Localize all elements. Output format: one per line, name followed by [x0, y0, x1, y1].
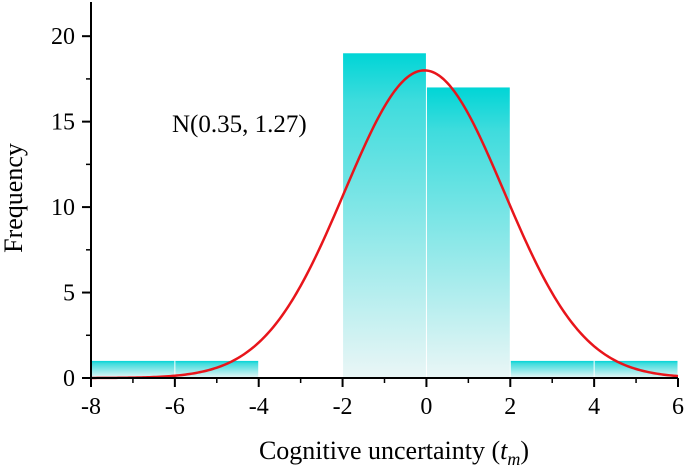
- y-tick-label: 10: [51, 195, 75, 221]
- x-tick-label: -6: [165, 394, 185, 420]
- x-tick-label: 4: [588, 394, 600, 420]
- y-tick-label: 15: [51, 110, 75, 136]
- histogram-bar-4: [426, 87, 510, 379]
- normal-fit-curve: [91, 69, 679, 380]
- histogram-bar-5: [510, 360, 594, 378]
- x-tick-label: 6: [672, 394, 684, 420]
- y-axis-title: Frequency: [0, 143, 28, 253]
- x-axis-title: Cognitive uncertainty (tm): [259, 436, 529, 467]
- x-tick-label: -8: [81, 394, 101, 420]
- bars-layer: [91, 53, 678, 379]
- axes-layer: [82, 2, 679, 387]
- y-tick-label: 5: [63, 281, 75, 307]
- fit-curve-label: N(0.35, 1.27): [172, 111, 307, 138]
- x-tick-label: -4: [249, 394, 269, 420]
- y-tick-label: 0: [63, 366, 75, 392]
- x-tick-label: 0: [420, 394, 432, 420]
- labels-layer: -8 -6 -4 -2 0 2 4 6 0 5 10 15 20: [51, 24, 684, 420]
- y-tick-label: 20: [51, 24, 75, 50]
- x-tick-label: -2: [333, 394, 353, 420]
- x-tick-label: 2: [504, 394, 516, 420]
- histogram-bar-3: [343, 53, 426, 378]
- histogram-bar-0: [91, 360, 175, 378]
